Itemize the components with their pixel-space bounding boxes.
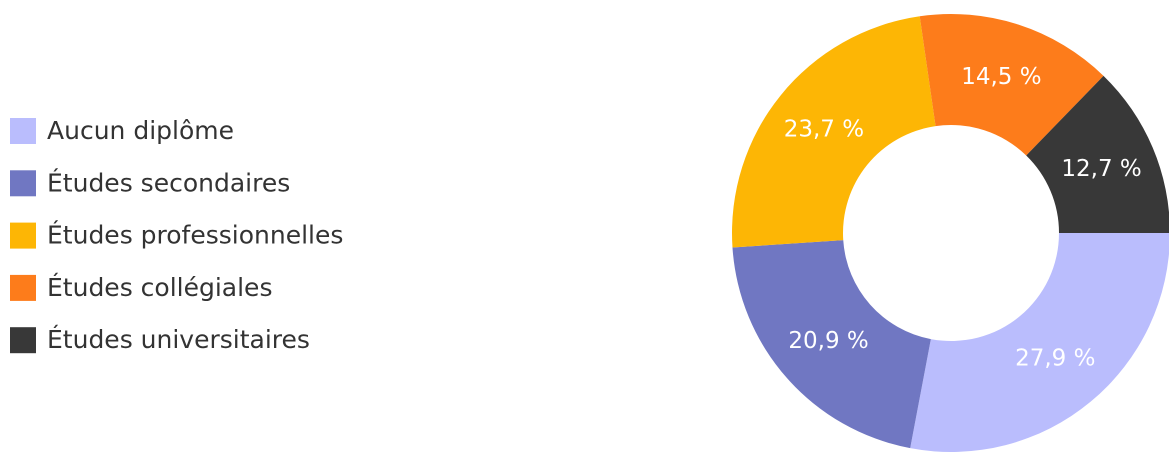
legend-swatch <box>10 222 36 249</box>
legend-label: Études professionnelles <box>47 221 343 250</box>
donut-slice <box>1026 75 1169 233</box>
legend-swatch <box>10 274 36 301</box>
legend-label: Études universitaires <box>47 325 310 354</box>
data-label: 12,7 % <box>1061 156 1141 182</box>
donut-slice <box>919 14 1104 156</box>
legend-swatch <box>10 327 36 354</box>
legend-label: Aucun diplôme <box>47 116 234 145</box>
legend-swatch <box>10 170 36 197</box>
donut-slice <box>910 233 1169 452</box>
data-label: 23,7 % <box>784 117 864 143</box>
data-label: 27,9 % <box>1015 345 1095 371</box>
legend-label: Études secondaires <box>47 168 290 197</box>
data-label: 20,9 % <box>788 328 868 354</box>
data-label: 14,5 % <box>961 64 1041 90</box>
legend-label: Études collégiales <box>47 273 272 302</box>
donut-slice <box>732 240 931 449</box>
donut-slice <box>732 16 936 248</box>
legend-swatch <box>10 118 36 144</box>
